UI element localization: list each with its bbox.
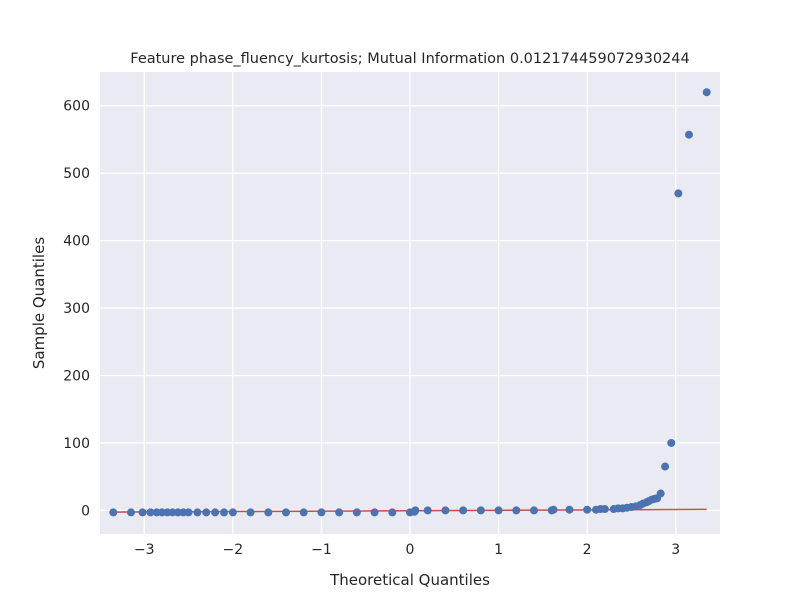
data-point bbox=[667, 438, 676, 447]
data-point bbox=[441, 506, 450, 515]
x-tick-labels: −3 −2 −1 0 1 2 3 bbox=[134, 542, 680, 558]
data-point bbox=[656, 489, 665, 498]
data-point bbox=[228, 508, 237, 517]
x-tick-label: −1 bbox=[311, 542, 332, 558]
data-point bbox=[246, 508, 255, 517]
data-point bbox=[127, 508, 135, 517]
data-point bbox=[411, 506, 420, 515]
data-point bbox=[674, 189, 683, 198]
data-point bbox=[211, 508, 220, 517]
data-point bbox=[264, 508, 273, 517]
y-axis-label: Sample Quantiles bbox=[30, 237, 48, 369]
y-tick-label: 600 bbox=[63, 99, 90, 115]
data-point bbox=[549, 505, 558, 514]
data-point bbox=[146, 508, 155, 517]
data-point bbox=[600, 505, 609, 514]
y-tick-label: 300 bbox=[63, 301, 90, 317]
data-point bbox=[685, 130, 693, 139]
y-tick-label: 500 bbox=[63, 166, 90, 182]
data-point bbox=[184, 508, 193, 517]
data-point bbox=[193, 508, 202, 517]
data-point bbox=[282, 508, 290, 517]
data-point bbox=[370, 508, 379, 517]
data-point bbox=[583, 505, 592, 514]
data-point bbox=[352, 508, 361, 517]
data-point bbox=[138, 508, 147, 517]
data-point bbox=[476, 506, 485, 515]
chart-title: Feature phase_fluency_kurtosis; Mutual I… bbox=[130, 51, 689, 67]
y-tick-labels: 0 100 200 300 400 500 600 bbox=[63, 99, 90, 520]
x-tick-label: 2 bbox=[583, 542, 592, 558]
x-tick-label: −3 bbox=[134, 542, 155, 558]
data-point bbox=[512, 506, 521, 515]
data-point bbox=[530, 506, 538, 515]
y-tick-label: 200 bbox=[63, 369, 90, 385]
x-axis-label: Theoretical Quantiles bbox=[329, 571, 490, 589]
data-point bbox=[220, 508, 228, 517]
data-point bbox=[109, 508, 118, 517]
data-point bbox=[661, 462, 670, 471]
data-points bbox=[109, 88, 711, 517]
data-point bbox=[423, 506, 432, 515]
y-tick-label: 400 bbox=[63, 234, 90, 250]
data-point bbox=[317, 508, 326, 517]
x-tick-label: 1 bbox=[494, 542, 503, 558]
y-tick-label: 0 bbox=[81, 503, 90, 519]
data-point bbox=[335, 508, 344, 517]
x-tick-label: 3 bbox=[671, 542, 680, 558]
data-point bbox=[202, 508, 211, 517]
data-point bbox=[459, 506, 468, 515]
data-point bbox=[565, 505, 574, 514]
x-tick-label: −2 bbox=[223, 542, 244, 558]
data-point bbox=[494, 506, 503, 515]
x-tick-label: 0 bbox=[406, 542, 415, 558]
data-point bbox=[702, 88, 711, 97]
y-tick-label: 100 bbox=[63, 436, 90, 452]
data-point bbox=[299, 508, 308, 517]
data-point bbox=[388, 508, 397, 517]
